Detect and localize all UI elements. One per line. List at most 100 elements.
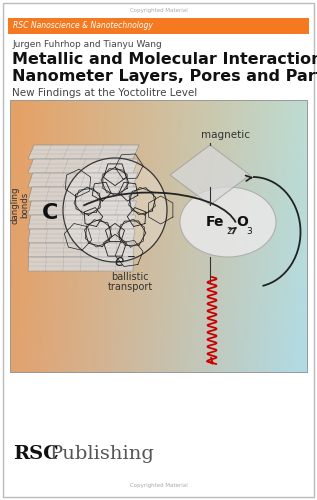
Bar bbox=[10, 243, 15, 247]
Bar bbox=[285, 256, 289, 261]
Bar bbox=[274, 263, 278, 268]
Bar bbox=[118, 246, 122, 250]
Bar bbox=[58, 151, 63, 156]
Bar bbox=[118, 202, 122, 206]
Bar bbox=[225, 161, 230, 166]
Bar bbox=[88, 219, 93, 224]
Bar bbox=[277, 260, 282, 264]
Bar bbox=[151, 342, 156, 346]
Bar bbox=[233, 229, 237, 234]
Bar bbox=[58, 246, 63, 250]
Bar bbox=[274, 172, 278, 176]
Bar bbox=[14, 182, 18, 186]
Bar bbox=[36, 107, 41, 111]
Bar bbox=[184, 114, 189, 118]
Bar bbox=[103, 104, 107, 108]
Bar bbox=[225, 175, 230, 179]
Bar bbox=[114, 253, 119, 258]
Bar bbox=[32, 232, 37, 237]
Bar bbox=[262, 260, 267, 264]
Bar bbox=[281, 321, 286, 326]
Bar bbox=[162, 148, 167, 152]
Bar bbox=[140, 229, 145, 234]
Bar bbox=[43, 321, 48, 326]
Bar bbox=[25, 331, 29, 336]
Bar bbox=[136, 232, 141, 237]
Bar bbox=[118, 331, 122, 336]
Bar bbox=[144, 355, 148, 360]
Bar bbox=[29, 318, 33, 322]
Bar bbox=[151, 124, 156, 128]
Bar bbox=[292, 311, 297, 315]
Bar bbox=[248, 355, 252, 360]
Bar bbox=[14, 138, 18, 142]
Bar bbox=[288, 297, 293, 302]
Bar bbox=[296, 138, 301, 142]
Bar bbox=[14, 355, 18, 360]
Bar bbox=[110, 114, 115, 118]
Bar bbox=[81, 175, 85, 179]
Bar bbox=[251, 154, 256, 159]
Bar bbox=[210, 253, 215, 258]
Bar bbox=[300, 138, 304, 142]
Bar bbox=[248, 284, 252, 288]
Bar bbox=[225, 287, 230, 292]
Bar bbox=[292, 338, 297, 342]
Bar bbox=[114, 127, 119, 132]
Bar bbox=[114, 352, 119, 356]
Bar bbox=[88, 284, 93, 288]
Bar bbox=[92, 114, 96, 118]
Bar bbox=[92, 232, 96, 237]
Bar bbox=[166, 256, 171, 261]
Bar bbox=[181, 324, 185, 329]
Bar bbox=[236, 104, 241, 108]
Bar bbox=[110, 260, 115, 264]
Bar bbox=[121, 358, 126, 363]
Bar bbox=[92, 148, 96, 152]
Bar bbox=[173, 158, 178, 162]
Bar bbox=[136, 324, 141, 329]
Bar bbox=[288, 120, 293, 125]
Bar bbox=[17, 226, 22, 230]
Bar bbox=[140, 107, 145, 111]
Bar bbox=[147, 188, 152, 193]
Bar bbox=[281, 219, 286, 224]
Bar bbox=[29, 331, 33, 336]
Bar bbox=[173, 161, 178, 166]
Bar bbox=[262, 274, 267, 278]
Bar bbox=[10, 104, 15, 108]
Bar bbox=[277, 253, 282, 258]
Bar bbox=[73, 345, 78, 349]
Bar bbox=[99, 263, 104, 268]
Bar bbox=[266, 324, 271, 329]
Bar bbox=[158, 134, 163, 138]
Bar bbox=[218, 365, 223, 370]
Bar bbox=[32, 297, 37, 302]
Bar bbox=[255, 172, 260, 176]
Bar bbox=[170, 141, 174, 145]
Bar bbox=[173, 311, 178, 315]
Bar bbox=[43, 352, 48, 356]
Bar bbox=[266, 280, 271, 284]
Bar bbox=[73, 219, 78, 224]
Bar bbox=[196, 318, 200, 322]
Bar bbox=[281, 117, 286, 121]
Bar bbox=[281, 260, 286, 264]
Bar bbox=[199, 348, 204, 352]
Bar bbox=[203, 212, 208, 216]
Bar bbox=[173, 274, 178, 278]
Bar bbox=[285, 168, 289, 172]
Bar bbox=[233, 195, 237, 200]
Bar bbox=[184, 266, 189, 271]
Bar bbox=[262, 355, 267, 360]
Bar bbox=[58, 141, 63, 145]
Bar bbox=[43, 117, 48, 121]
Bar bbox=[66, 198, 70, 203]
Bar bbox=[121, 100, 126, 104]
Bar bbox=[147, 107, 152, 111]
Bar bbox=[281, 246, 286, 250]
Bar bbox=[73, 358, 78, 363]
Bar bbox=[110, 236, 115, 240]
Bar bbox=[296, 236, 301, 240]
Bar bbox=[95, 358, 100, 363]
